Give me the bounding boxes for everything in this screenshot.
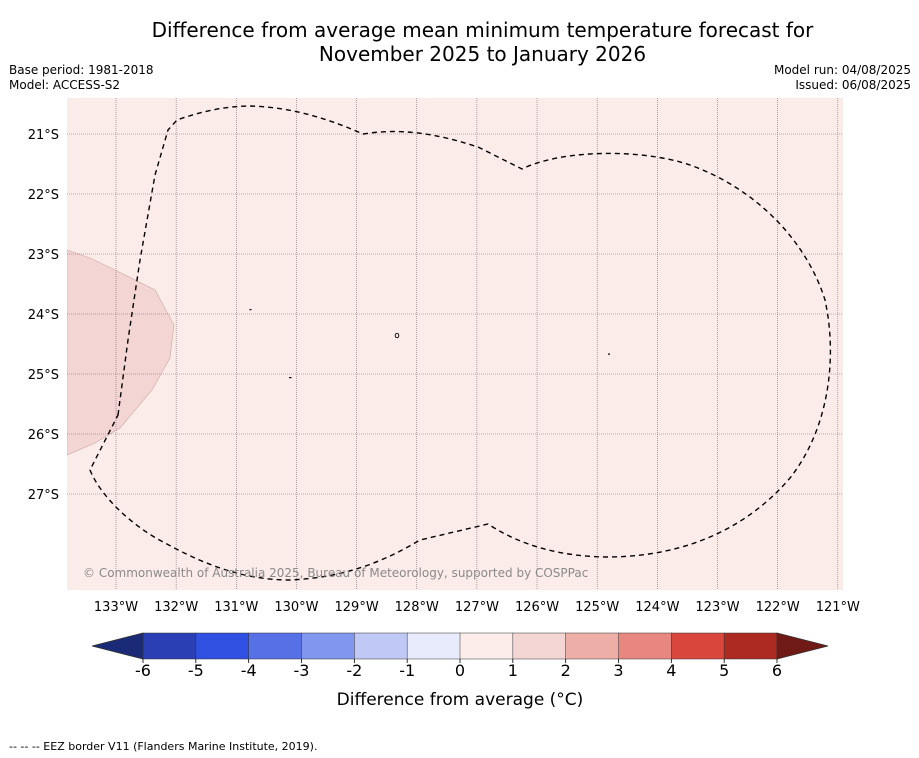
longitude-labels: 133°W 132°W 131°W 130°W 129°W 128°W 127°W 126°W… — [94, 600, 860, 615]
meta-right: Model run: 04/08/2025 Issued: 06/08/2025 — [774, 63, 911, 93]
colorbar: -6 -5 -4 -3 -2 -1 0 1 2 3 4 5 6 Difference from aver… — [91, 632, 829, 710]
colorbar-tick-label: -4 — [241, 661, 257, 680]
latitude-label: 25°S — [28, 368, 59, 383]
eez-legend: -- -- -- EEZ border V11 (Flanders Marine… — [9, 740, 318, 753]
longitude-label: 132°W — [154, 600, 198, 615]
latitude-label: 23°S — [28, 248, 59, 263]
anomaly-patch — [67, 249, 175, 456]
colorbar-segment — [406, 632, 461, 660]
colorbar-tick-label: 5 — [719, 661, 729, 680]
map-background — [67, 98, 843, 590]
latitude-labels: 21°S 22°S 23°S 24°S 25°S 26°S 27°S — [28, 128, 59, 503]
colorbar-tick-label: 0 — [455, 661, 465, 680]
colorbar-tick-label: -3 — [294, 661, 310, 680]
chart-title: Difference from average mean minimum tem… — [60, 18, 905, 66]
eez-border — [89, 105, 832, 581]
copyright-text: © Commonwealth of Australia 2025, Bureau… — [83, 566, 588, 580]
colorbar-tick-label: -2 — [346, 661, 362, 680]
title-line-2: November 2025 to January 2026 — [318, 42, 647, 66]
colorbar-segment — [459, 632, 514, 660]
longitude-label: 129°W — [335, 600, 379, 615]
colorbar-segment — [354, 632, 408, 660]
longitude-label: 121°W — [816, 600, 860, 615]
longitude-label: 128°W — [395, 600, 439, 615]
longitude-label: 127°W — [455, 600, 499, 615]
longitude-label: 122°W — [756, 600, 800, 615]
island-marker — [608, 353, 610, 355]
issued-date: Issued: 06/08/2025 — [795, 78, 911, 92]
colorbar-segment — [142, 632, 197, 660]
colorbar-tick-label: 1 — [508, 661, 518, 680]
latitude-label: 21°S — [28, 128, 59, 143]
latitude-label: 26°S — [28, 428, 59, 443]
title-line-1: Difference from average mean minimum tem… — [151, 18, 814, 42]
colorbar-tick-label: 3 — [613, 661, 623, 680]
colorbar-tick-label: 4 — [666, 661, 676, 680]
longitude-label: 125°W — [575, 600, 619, 615]
base-period: Base period: 1981-2018 — [9, 63, 154, 77]
colorbar-segment — [671, 632, 725, 660]
model-name: Model: ACCESS-S2 — [9, 78, 121, 92]
grid-lines — [67, 98, 843, 590]
longitude-label: 133°W — [94, 600, 138, 615]
colorbar-high-extend — [776, 632, 829, 660]
island-marker — [289, 377, 292, 379]
colorbar-tick-label: -5 — [188, 661, 204, 680]
colorbar-segment — [195, 632, 250, 660]
island-marker — [394, 332, 400, 339]
colorbar-tick-label: 2 — [561, 661, 571, 680]
colorbar-tick-label: -6 — [135, 661, 151, 680]
island-marker — [249, 309, 252, 311]
colorbar-segment — [565, 632, 620, 660]
colorbar-segment — [618, 632, 672, 660]
longitude-label: 130°W — [274, 600, 318, 615]
longitude-label: 124°W — [635, 600, 679, 615]
colorbar-segment — [512, 632, 567, 660]
meta-left: Base period: 1981-2018 Model: ACCESS-S2 — [9, 63, 154, 93]
longitude-label: 131°W — [214, 600, 258, 615]
latitude-label: 27°S — [28, 488, 59, 503]
colorbar-segment — [248, 632, 303, 660]
colorbar-segment — [301, 632, 355, 660]
colorbar-tick-label: 6 — [772, 661, 782, 680]
colorbar-tick-label: -1 — [399, 661, 415, 680]
colorbar-segment — [723, 632, 778, 660]
longitude-label: 126°W — [515, 600, 559, 615]
colorbar-label: Difference from average (°C) — [337, 690, 584, 710]
latitude-label: 24°S — [28, 308, 59, 323]
longitude-label: 123°W — [695, 600, 739, 615]
model-run: Model run: 04/08/2025 — [773, 63, 911, 77]
colorbar-low-extend — [91, 632, 144, 660]
latitude-label: 22°S — [28, 188, 59, 203]
